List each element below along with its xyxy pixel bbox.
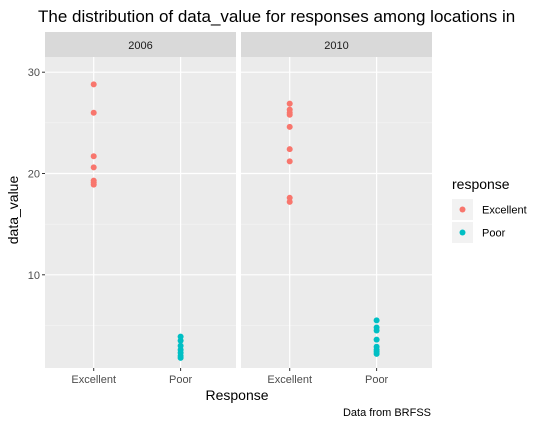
legend-swatch bbox=[459, 206, 466, 213]
facet-strip-label: 2010 bbox=[324, 40, 348, 52]
data-point-excellent bbox=[90, 164, 97, 171]
caption: Data from BRFSS bbox=[343, 407, 431, 419]
panel-background bbox=[241, 57, 432, 368]
data-point-excellent bbox=[90, 81, 97, 88]
x-axis: Excellent Poor Excellent Poor bbox=[71, 368, 389, 386]
data-point-excellent bbox=[286, 198, 293, 205]
y-tick-label: 10 bbox=[28, 270, 40, 282]
chart-title: The distribution of data_value for respo… bbox=[38, 7, 515, 26]
data-point-excellent bbox=[286, 100, 293, 107]
x-tick-label: Excellent bbox=[267, 374, 312, 386]
legend-swatch bbox=[459, 229, 466, 236]
data-point-excellent bbox=[90, 181, 97, 188]
legend-title: response bbox=[452, 176, 510, 192]
data-point-poor bbox=[373, 350, 380, 357]
legend-label: Poor bbox=[482, 228, 506, 240]
facet-panel-2010: 2010 bbox=[241, 32, 432, 368]
data-point-excellent bbox=[90, 109, 97, 116]
y-tick-label: 30 bbox=[28, 67, 40, 79]
x-axis-title: Response bbox=[205, 387, 268, 403]
y-tick-label: 20 bbox=[28, 168, 40, 180]
y-axis-title: data_value bbox=[5, 176, 21, 245]
data-point-poor bbox=[373, 317, 380, 324]
data-point-poor bbox=[177, 354, 184, 361]
data-point-excellent bbox=[90, 153, 97, 160]
data-point-excellent bbox=[286, 158, 293, 165]
legend-label: Excellent bbox=[482, 205, 527, 217]
x-tick-label: Excellent bbox=[71, 374, 116, 386]
data-point-excellent bbox=[286, 123, 293, 130]
legend-item-poor: Poor bbox=[452, 222, 506, 243]
data-point-poor bbox=[373, 327, 380, 334]
facet-strip-label: 2006 bbox=[128, 40, 152, 52]
data-point-poor bbox=[177, 337, 184, 344]
x-tick-label: Poor bbox=[365, 374, 389, 386]
y-axis: 10 20 30 bbox=[28, 67, 45, 282]
facet-panels: 2006 2010 bbox=[45, 32, 432, 368]
facet-strip bbox=[241, 32, 432, 57]
legend-item-excellent: Excellent bbox=[452, 199, 527, 220]
data-point-excellent bbox=[286, 146, 293, 153]
facet-strip bbox=[45, 32, 236, 57]
panel-background bbox=[45, 57, 236, 368]
legend: response Excellent Poor bbox=[452, 176, 527, 243]
x-tick-label: Poor bbox=[169, 374, 193, 386]
data-point-poor bbox=[373, 336, 380, 343]
data-point-excellent bbox=[286, 111, 293, 118]
facet-panel-2006: 2006 bbox=[45, 32, 236, 368]
